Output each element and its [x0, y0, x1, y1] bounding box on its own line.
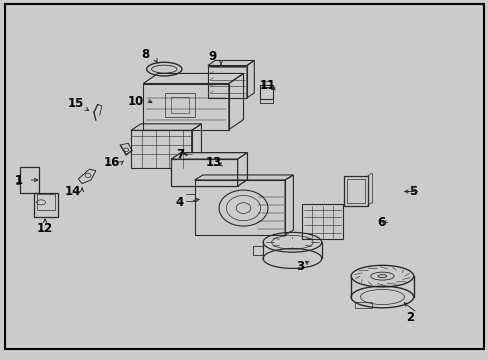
Text: 11: 11 — [259, 79, 276, 92]
Polygon shape — [171, 153, 247, 159]
Text: 12: 12 — [37, 222, 53, 235]
Bar — [34, 193, 58, 217]
Text: 1: 1 — [15, 174, 22, 186]
Polygon shape — [237, 153, 247, 186]
Text: 14: 14 — [65, 185, 81, 198]
Text: 10: 10 — [127, 95, 144, 108]
Bar — [170, 97, 189, 113]
Text: 13: 13 — [205, 156, 222, 169]
Text: 9: 9 — [208, 50, 216, 63]
Bar — [164, 93, 195, 117]
Text: 15: 15 — [67, 97, 84, 110]
Polygon shape — [171, 159, 237, 186]
Bar — [37, 194, 55, 210]
Text: 4: 4 — [176, 196, 183, 209]
Text: 7: 7 — [176, 148, 183, 161]
Text: 8: 8 — [142, 48, 149, 61]
Bar — [262, 81, 270, 87]
Bar — [259, 85, 273, 99]
Bar — [346, 179, 364, 203]
Text: 2: 2 — [405, 311, 413, 324]
Text: 3: 3 — [295, 260, 303, 273]
Text: 6: 6 — [377, 216, 385, 229]
Bar — [344, 176, 367, 206]
Text: 16: 16 — [103, 156, 120, 169]
Bar — [354, 302, 372, 308]
Bar — [20, 167, 39, 193]
Text: 5: 5 — [408, 185, 416, 198]
